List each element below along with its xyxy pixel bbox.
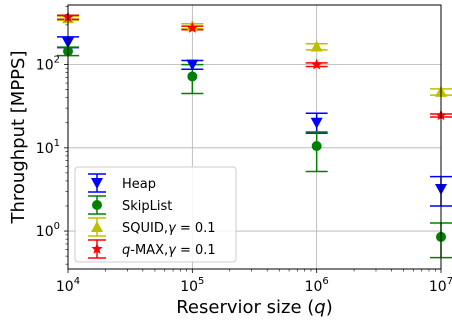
y-axis-label: Throughput [MPPS] <box>8 51 29 225</box>
data-point <box>310 40 323 52</box>
x-tick-label: 104 <box>56 276 80 295</box>
legend-box <box>74 166 237 263</box>
y-tick-label: 101 <box>36 138 60 157</box>
legend-label: Heap <box>122 177 156 192</box>
legend-marker <box>92 200 102 210</box>
legend-label: SkipList <box>122 199 172 214</box>
axis-ticks <box>64 6 442 273</box>
data-point <box>310 117 323 129</box>
y-tick-label: 102 <box>36 55 60 74</box>
legend-label: q-MAX,γ = 0.1 <box>122 243 216 258</box>
plot-frame <box>67 4 442 270</box>
data-point <box>311 141 322 152</box>
data-point <box>186 59 199 71</box>
legend-label: SQUID,γ = 0.1 <box>122 221 216 236</box>
data-point <box>186 22 199 33</box>
x-tick-labels: 104 105 106 107 <box>56 276 452 295</box>
data-point <box>187 71 198 82</box>
x-tick-label: 107 <box>429 276 452 295</box>
x-tick-label: 105 <box>180 276 204 295</box>
legend-marker <box>91 221 103 232</box>
x-axis-label: Reservior size (q) <box>176 297 333 318</box>
y-tick-labels: 100 101 102 <box>36 55 60 240</box>
legend-marker <box>91 178 103 189</box>
x-tick-label: 106 <box>305 276 329 295</box>
legend-marker <box>91 243 103 254</box>
data-point <box>310 58 323 70</box>
legend: Heap SkipList SQUID,γ = 0.1 q-MAX,γ = 0.1 <box>74 166 237 263</box>
y-tick-label: 100 <box>36 221 60 240</box>
